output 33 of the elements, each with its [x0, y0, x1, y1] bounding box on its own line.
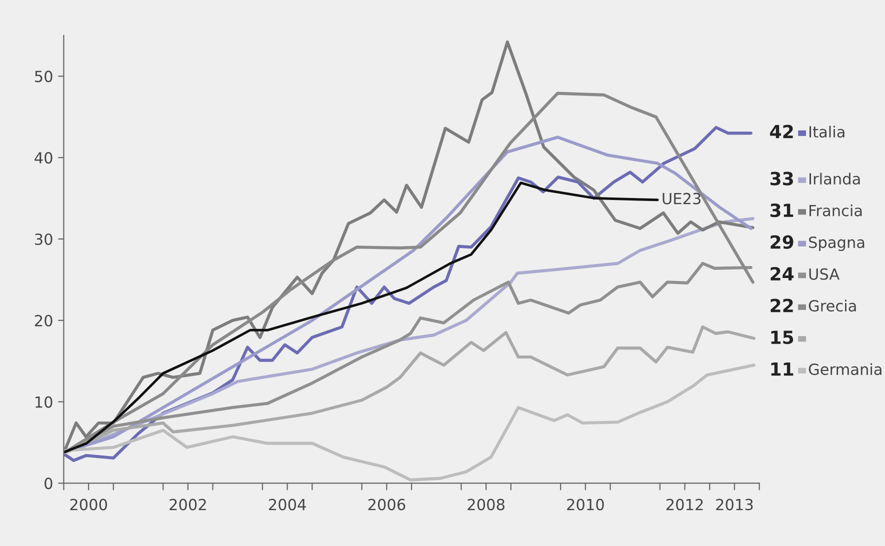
legend-label: Spagna: [809, 236, 864, 252]
line-series: [64, 325, 756, 455]
legend-label: Germania: [808, 363, 882, 376]
x-tick-label: 2004: [268, 498, 306, 510]
x-tick-label: 2010: [567, 498, 604, 510]
y-tick-label: 30: [35, 233, 52, 246]
text: 31: [770, 203, 794, 218]
legend-label: Francia: [810, 204, 862, 216]
line-series: [64, 182, 659, 454]
text: 15: [771, 330, 794, 344]
text: 11: [771, 362, 794, 376]
y-tick-label: 20: [34, 314, 52, 326]
y-tick-label: 10: [36, 396, 52, 408]
text: 42: [770, 124, 793, 138]
y-tick-label: 50: [35, 70, 52, 82]
x-tick-label: 2012: [666, 498, 703, 510]
x-tick-label: 2013: [716, 498, 753, 510]
line-series: [64, 364, 756, 482]
text: 24: [770, 266, 794, 280]
legend-label: Italia: [810, 126, 844, 138]
legend-label: Grecia: [808, 300, 856, 312]
text: 22: [770, 298, 793, 312]
text: 29: [770, 235, 794, 249]
legend-label: USA: [809, 268, 840, 280]
x-tick-label: 2008: [468, 498, 504, 510]
y-tick-label: 0: [44, 478, 52, 490]
y-tick-label: 40: [34, 152, 52, 164]
x-tick-label: 2002: [170, 498, 206, 510]
x-tick-label: 2000: [70, 498, 107, 510]
text: 33: [770, 172, 793, 186]
legend-label: Irlanda: [810, 172, 860, 185]
x-tick-label: 2006: [368, 498, 406, 510]
series-label: UE23: [662, 192, 700, 204]
